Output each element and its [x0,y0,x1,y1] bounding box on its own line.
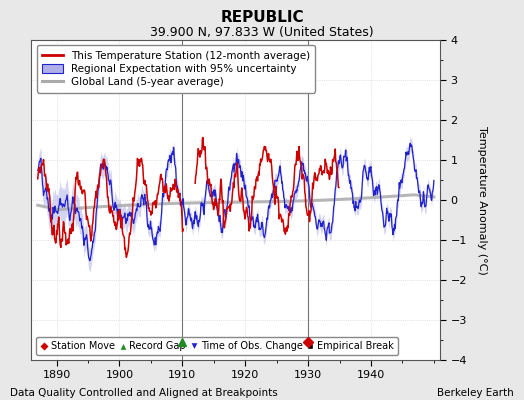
Y-axis label: Temperature Anomaly (°C): Temperature Anomaly (°C) [476,126,486,274]
Text: REPUBLIC: REPUBLIC [220,10,304,25]
Legend: Station Move, Record Gap, Time of Obs. Change, Empirical Break: Station Move, Record Gap, Time of Obs. C… [36,337,398,355]
Text: 39.900 N, 97.833 W (United States): 39.900 N, 97.833 W (United States) [150,26,374,39]
Text: Berkeley Earth: Berkeley Earth [437,388,514,398]
Text: Data Quality Controlled and Aligned at Breakpoints: Data Quality Controlled and Aligned at B… [10,388,278,398]
